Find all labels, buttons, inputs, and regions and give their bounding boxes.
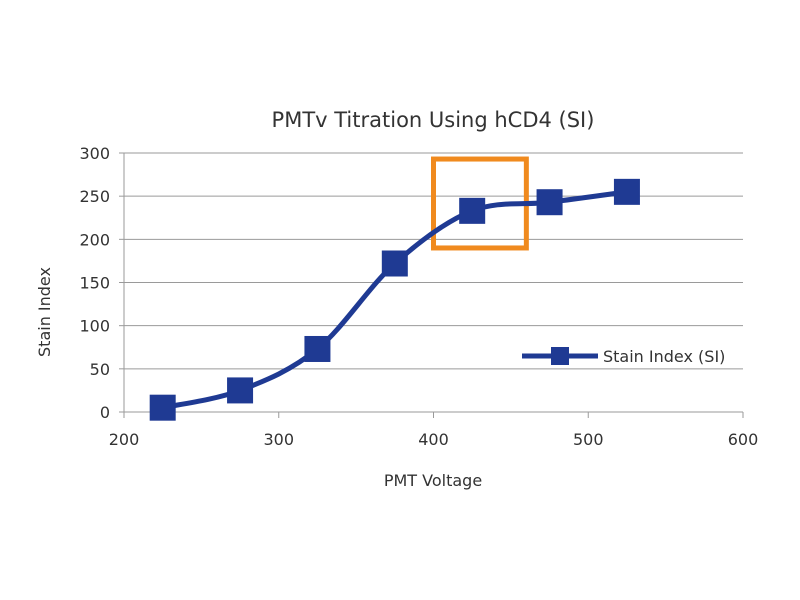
x-axis-label: PMT Voltage bbox=[384, 471, 482, 490]
legend-label: Stain Index (SI) bbox=[603, 347, 725, 366]
y-tick-label: 150 bbox=[79, 274, 110, 293]
data-point-marker bbox=[227, 377, 254, 404]
axes: 0 50 100 150 200 250 300 200 300 400 500 600 bbox=[79, 144, 758, 449]
y-tick-label: 0 bbox=[100, 403, 110, 422]
data-point-marker bbox=[149, 394, 176, 421]
y-tick-label: 250 bbox=[79, 187, 110, 206]
y-tick-label: 300 bbox=[79, 144, 110, 163]
x-tick-label: 600 bbox=[728, 430, 759, 449]
chart-title: PMTv Titration Using hCD4 (SI) bbox=[272, 108, 595, 132]
x-tick-label: 200 bbox=[109, 430, 140, 449]
series-layer bbox=[149, 178, 640, 421]
data-point-marker bbox=[536, 189, 563, 216]
x-tick-label: 400 bbox=[418, 430, 449, 449]
data-point-marker bbox=[304, 335, 331, 362]
x-tick-label: 500 bbox=[573, 430, 604, 449]
data-point-marker bbox=[459, 197, 486, 224]
data-point-marker bbox=[381, 250, 408, 277]
x-tick-label: 300 bbox=[263, 430, 294, 449]
data-point-marker bbox=[613, 178, 640, 205]
y-tick-label: 100 bbox=[79, 317, 110, 336]
y-tick-label: 200 bbox=[79, 230, 110, 249]
y-tick-label: 50 bbox=[90, 360, 110, 379]
legend-marker bbox=[551, 347, 569, 365]
y-axis-label: Stain Index bbox=[35, 267, 54, 357]
series-line-0 bbox=[160, 189, 630, 411]
legend: Stain Index (SI) bbox=[522, 347, 725, 366]
